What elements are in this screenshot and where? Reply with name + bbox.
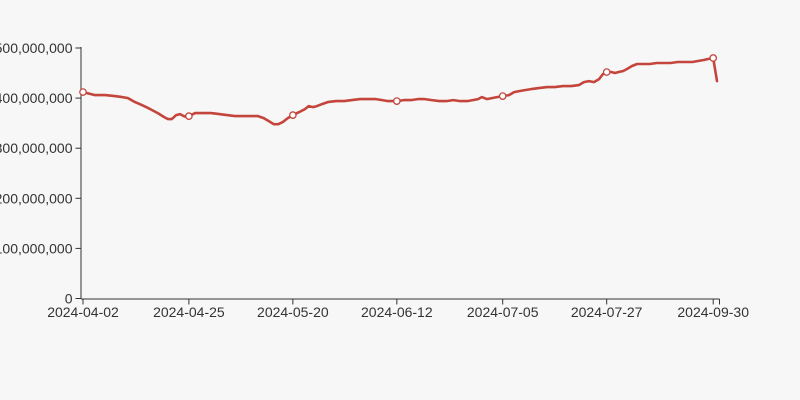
x-axis-tick-label: 2024-09-30 bbox=[677, 304, 749, 320]
y-axis-tick-label: 200,000,000 bbox=[0, 190, 73, 206]
y-axis-tick-label: 400,000,000 bbox=[0, 90, 73, 106]
data-point-marker[interactable] bbox=[498, 92, 507, 100]
data-point-marker[interactable] bbox=[289, 111, 297, 119]
x-axis-tick-label: 2024-07-05 bbox=[467, 304, 539, 320]
data-point-marker[interactable] bbox=[602, 68, 611, 76]
y-axis-tick-label: 0 bbox=[65, 291, 73, 307]
data-point-marker[interactable] bbox=[709, 54, 718, 62]
series-line bbox=[81, 56, 719, 126]
y-axis-tick-label: 500,000,000 bbox=[0, 40, 73, 56]
x-axis-tick-label: 2024-04-25 bbox=[153, 304, 225, 320]
data-point-marker[interactable] bbox=[79, 88, 87, 96]
x-axis-tick-label: 2024-07-27 bbox=[571, 304, 643, 320]
y-axis-tick-label: 300,000,000 bbox=[0, 140, 73, 156]
line-series bbox=[79, 54, 719, 126]
x-axis-tick-label: 2024-06-12 bbox=[361, 304, 433, 320]
y-axis-tick-label: 100,000,000 bbox=[0, 240, 73, 256]
axes: 0 100,000,000 200,000,000 300,000,000 400,00… bbox=[0, 40, 749, 320]
data-point-marker[interactable] bbox=[185, 112, 193, 120]
x-axis-tick-label: 2024-05-20 bbox=[257, 304, 329, 320]
data-point-marker[interactable] bbox=[392, 97, 401, 105]
x-axis-tick-label: 2024-04-02 bbox=[47, 304, 119, 320]
